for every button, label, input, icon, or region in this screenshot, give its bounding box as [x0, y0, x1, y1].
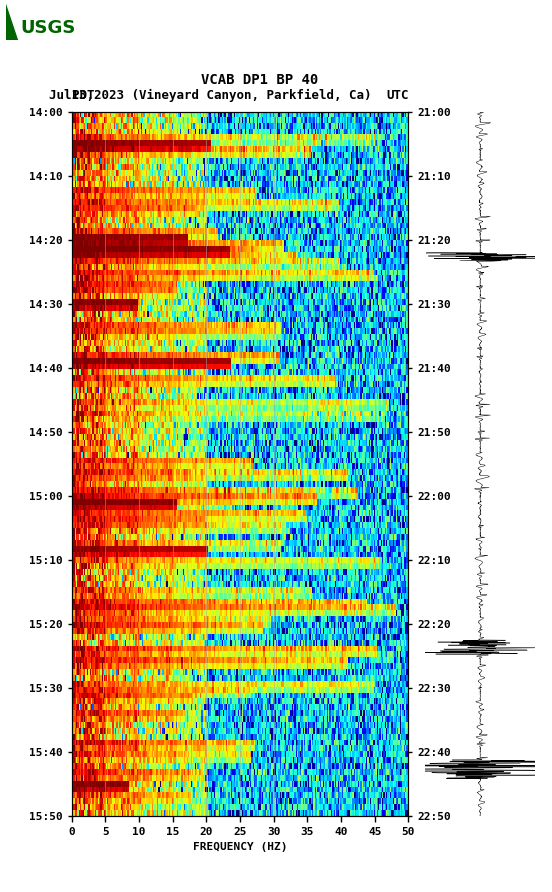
Text: USGS: USGS [20, 19, 76, 37]
Text: VCAB DP1 BP 40: VCAB DP1 BP 40 [201, 73, 318, 87]
Text: UTC: UTC [386, 89, 408, 102]
X-axis label: FREQUENCY (HZ): FREQUENCY (HZ) [193, 842, 288, 852]
Text: Jul13,2023 (Vineyard Canyon, Parkfield, Ca): Jul13,2023 (Vineyard Canyon, Parkfield, … [49, 89, 371, 102]
Polygon shape [6, 4, 18, 40]
Text: PDT: PDT [72, 89, 94, 102]
